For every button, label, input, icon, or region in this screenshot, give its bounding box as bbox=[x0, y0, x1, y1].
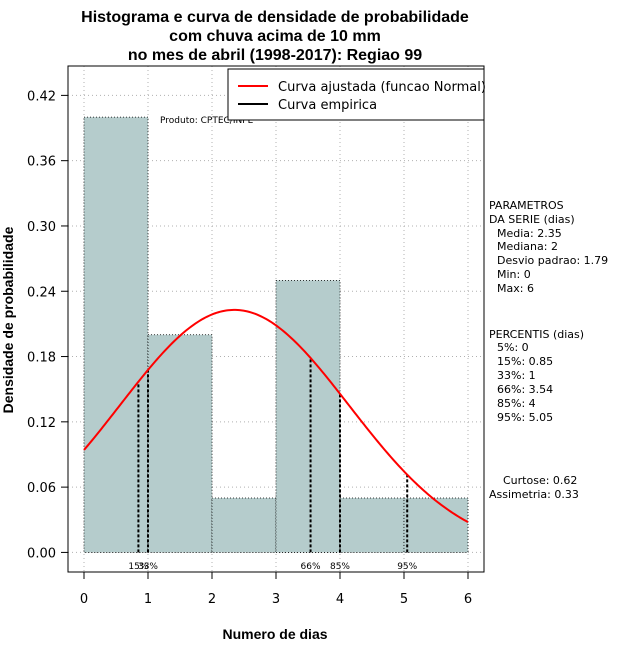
params-title-1: PARAMETROS bbox=[489, 199, 564, 212]
percentile-labels: 15%33% 66% 85% 95% bbox=[128, 562, 417, 572]
y-axis-label: Densidade de probabilidade bbox=[0, 226, 16, 413]
legend-label-empirical: Curva empirica bbox=[278, 98, 377, 113]
curtose-value: Curtose: 0.62 bbox=[503, 474, 577, 487]
param-sd: Desvio padrao: 1.79 bbox=[497, 254, 608, 267]
legend: Curva ajustada (funcao Normal) Curva emp… bbox=[227, 68, 486, 121]
percentile-label-66: 66% bbox=[301, 562, 321, 572]
param-min: Min: 0 bbox=[497, 268, 531, 281]
percentile-lines bbox=[137, 357, 409, 553]
histogram-bar-0 bbox=[83, 116, 149, 553]
percentile-66: 66%: 3.54 bbox=[497, 383, 553, 396]
histogram-bar-4 bbox=[339, 497, 405, 553]
param-mean: Media: 2.35 bbox=[497, 227, 562, 240]
percentile-label-95: 95% bbox=[397, 562, 417, 572]
y-tick-label-5: 0.30 bbox=[27, 220, 56, 235]
legend-box bbox=[227, 68, 485, 121]
y-tick-label-1: 0.06 bbox=[27, 481, 56, 496]
y-tick-label-4: 0.24 bbox=[27, 285, 56, 300]
histogram-bars bbox=[83, 116, 469, 553]
chart-title-line-2: com chuva acima de 10 mm bbox=[169, 28, 381, 45]
percentile-15: 15%: 0.85 bbox=[497, 355, 553, 368]
param-median: Mediana: 2 bbox=[497, 240, 558, 253]
params-title-2: DA SERIE (dias) bbox=[489, 213, 575, 226]
y-tick-label-7: 0.42 bbox=[27, 89, 56, 104]
param-max: Max: 6 bbox=[497, 282, 534, 295]
y-tick-label-0: 0.00 bbox=[27, 546, 56, 561]
axes: 0 1 2 3 4 5 6 0.00 0.06 0.12 0.18 0.24 0.30 0.36 0.42 bbox=[27, 89, 472, 607]
percentile-95: 95%: 5.05 bbox=[497, 411, 553, 424]
y-tick-label-3: 0.18 bbox=[27, 351, 56, 366]
y-tick-label-2: 0.12 bbox=[27, 416, 56, 431]
assimetria-value: Assimetria: 0.33 bbox=[489, 488, 579, 501]
x-tick-label-0: 0 bbox=[80, 592, 88, 607]
x-tick-label-6: 6 bbox=[464, 592, 472, 607]
stats-panel: PARAMETROS DA SERIE (dias) Media: 2.35 M… bbox=[489, 199, 608, 501]
percentile-label-85: 85% bbox=[330, 562, 350, 572]
percentiles-title: PERCENTIS (dias) bbox=[489, 328, 584, 341]
x-tick-label-4: 4 bbox=[336, 592, 344, 607]
histogram-bar-3 bbox=[275, 279, 341, 553]
legend-label-fitted: Curva ajustada (funcao Normal) bbox=[278, 80, 486, 95]
y-tick-label-6: 0.36 bbox=[27, 155, 56, 170]
x-tick-label-1: 1 bbox=[144, 592, 152, 607]
normal-curve bbox=[83, 308, 469, 523]
histogram-bar-2 bbox=[211, 497, 277, 553]
percentile-label-33: 33% bbox=[138, 562, 158, 572]
x-tick-label-5: 5 bbox=[400, 592, 408, 607]
percentile-85: 85%: 4 bbox=[497, 397, 536, 410]
histogram-bar-5 bbox=[403, 497, 469, 553]
percentile-label-15: 15% bbox=[128, 562, 148, 572]
x-tick-label-3: 3 bbox=[272, 592, 280, 607]
chart-title-line-1: Histograma e curva de densidade de proba… bbox=[81, 9, 469, 26]
histogram-bar-1 bbox=[147, 334, 213, 553]
percentile-33: 33%: 1 bbox=[497, 369, 536, 382]
percentile-5: 5%: 0 bbox=[497, 341, 529, 354]
chart-title-line-3: no mes de abril (1998-2017): Regiao 99 bbox=[128, 47, 422, 64]
product-note: Produto: CPTEC/INPE bbox=[160, 116, 254, 126]
x-tick-label-2: 2 bbox=[208, 592, 216, 607]
x-axis-label: Numero de dias bbox=[222, 626, 327, 642]
